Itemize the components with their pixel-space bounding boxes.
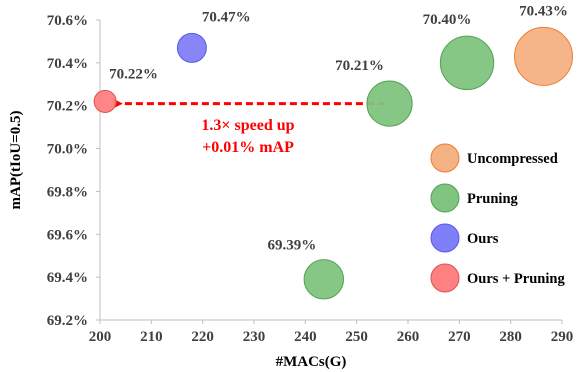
legend-swatch (430, 143, 460, 173)
x-tick-label: 240 (294, 329, 317, 345)
data-point-uncompressed (514, 26, 574, 86)
annotation-text: +0.01% mAP (202, 139, 294, 156)
x-tick-label: 250 (345, 329, 368, 345)
x-tick-label: 270 (448, 329, 471, 345)
data-label: 70.22% (109, 66, 158, 82)
x-tick-label: 230 (243, 329, 266, 345)
y-axis-title: mAP(tIoU=0.5) (8, 111, 24, 210)
y-tick-label: 69.6% (47, 227, 88, 243)
y-tick-label: 70.4% (47, 56, 88, 72)
y-tick-label: 69.8% (47, 184, 88, 200)
annotation-text: 1.3× speed up (201, 117, 294, 134)
legend-label: Ours + Pruning (467, 271, 565, 287)
legend-swatch (430, 263, 460, 293)
x-tick-label: 280 (499, 329, 522, 345)
y-tick-label: 70.6% (47, 13, 88, 29)
data-label: 70.40% (423, 12, 472, 28)
y-tick-label: 69.4% (47, 270, 88, 286)
data-labels: 70.43% 70.40% 70.21% 69.39% 70.47% 70.22% (109, 3, 568, 253)
data-label: 70.43% (519, 3, 568, 19)
data-point-ours (176, 32, 207, 63)
y-tick-label: 69.2% (47, 313, 88, 329)
legend-label: Pruning (467, 191, 519, 207)
data-point-ours-pruning (93, 89, 117, 113)
legend-label: Uncompressed (467, 151, 558, 167)
x-tick-label: 290 (551, 329, 574, 345)
data-label: 70.21% (335, 58, 384, 74)
x-tick-label: 200 (89, 329, 112, 345)
data-point-pruning (303, 259, 345, 300)
y-tick-label: 70.2% (47, 99, 88, 115)
data-label: 70.47% (202, 9, 251, 25)
legend-swatch (430, 223, 460, 253)
x-tick-label: 260 (397, 329, 420, 345)
x-tick-label: 210 (140, 329, 163, 345)
legend-swatch (430, 183, 460, 213)
legend-label: Ours (467, 231, 499, 247)
x-axis-title: #MACs(G) (276, 354, 347, 370)
legend: Uncompressed Pruning Ours Ours + Pruning (430, 143, 565, 293)
axes: 200 210 220 230 240 250 260 270 280 290 69.2% 69.4%… (8, 13, 573, 370)
annotation: 1.3× speed up +0.01% mAP (112, 98, 385, 156)
y-tick-label: 70.0% (47, 142, 88, 158)
data-point-pruning (439, 35, 495, 91)
x-tick-label: 220 (191, 329, 214, 345)
data-point-pruning (366, 80, 413, 127)
data-label: 69.39% (267, 238, 316, 254)
data-points (93, 26, 574, 300)
